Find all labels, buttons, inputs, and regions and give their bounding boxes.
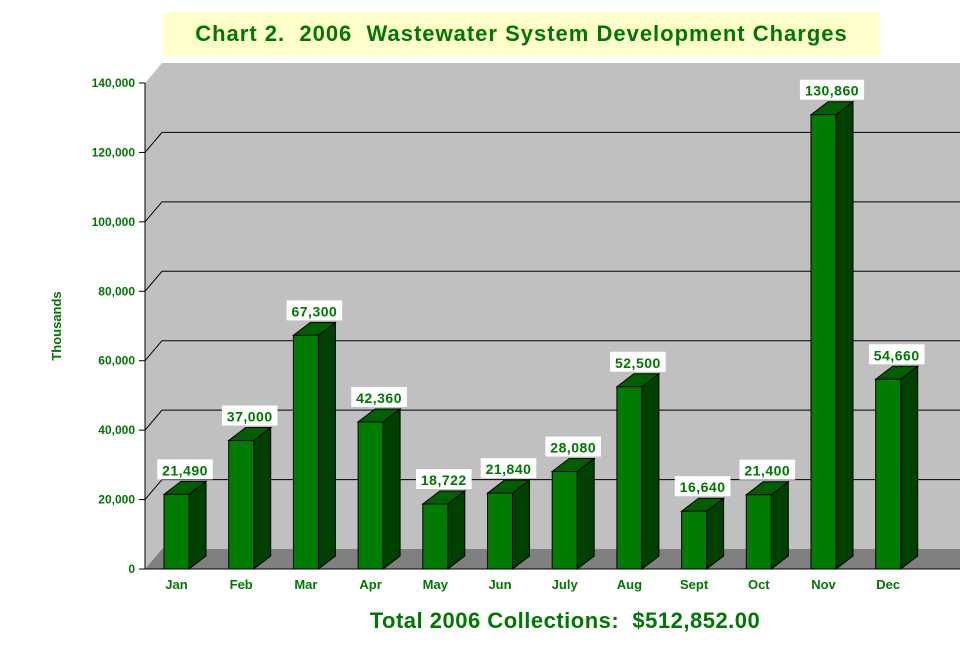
bar [357, 421, 384, 570]
data-label: 18,722 [421, 472, 467, 488]
bar [422, 503, 449, 570]
y-tick-label: 120,000 [92, 145, 136, 159]
data-label-bg [351, 386, 407, 407]
bar [681, 510, 708, 570]
x-tick-label: Jan [165, 577, 187, 592]
x-tick-label: Dec [876, 577, 900, 592]
bar [487, 492, 513, 570]
data-label: 21,490 [162, 462, 208, 478]
y-tick-label: 0 [128, 562, 135, 576]
x-tick-label: Oct [748, 577, 770, 592]
y-tick-label: 140,000 [92, 76, 136, 90]
data-label: 28,080 [550, 440, 596, 456]
data-label: 130,860 [805, 83, 859, 99]
x-tick-label: Feb [230, 577, 253, 592]
data-label: 67,300 [291, 303, 337, 319]
bar-side [447, 489, 466, 571]
data-label-bg [868, 344, 925, 365]
data-label-bg [221, 405, 278, 426]
bar-side [576, 457, 595, 571]
data-label-bg [739, 459, 796, 480]
bar-side [253, 426, 272, 571]
bar [616, 386, 643, 570]
data-label-bg [416, 469, 472, 490]
bar-side [382, 407, 401, 571]
data-label-bg [157, 459, 213, 480]
y-tick-label: 60,000 [98, 354, 135, 368]
x-tick-label: July [552, 577, 579, 592]
x-tick-label: Mar [294, 577, 317, 592]
y-tick-label: 80,000 [98, 284, 135, 298]
total-annotation: Total 2006 Collections: $512,852.00 [369, 608, 761, 633]
bar-side [835, 100, 854, 571]
gridline [144, 340, 960, 362]
bar [810, 114, 837, 570]
back-wall [145, 63, 960, 569]
x-tick-label: Nov [811, 577, 836, 592]
bar [875, 378, 902, 570]
bar-side [512, 479, 530, 571]
data-label-bg [674, 476, 731, 497]
y-tick-label: 40,000 [98, 423, 135, 437]
gridline [144, 201, 960, 223]
x-tick-label: Apr [359, 577, 381, 592]
data-label-bg [286, 300, 343, 321]
gridline [144, 409, 960, 431]
y-tick-label: 100,000 [92, 215, 136, 229]
data-label: 54,660 [874, 347, 920, 363]
data-label: 37,000 [227, 409, 273, 425]
bar [228, 440, 255, 570]
y-tick-label: 20,000 [98, 493, 135, 507]
bar [551, 471, 578, 570]
data-label: 21,400 [744, 463, 790, 479]
bar [163, 493, 190, 570]
bar [292, 334, 319, 570]
gridline [144, 131, 960, 153]
bar-side [317, 321, 336, 571]
chart-title: Chart 2. 2006 Wastewater System Developm… [163, 12, 880, 56]
bar-side [641, 372, 660, 571]
data-label-bg [545, 436, 601, 457]
x-tick-label: Aug [617, 577, 642, 592]
y-axis-label: Thousands [49, 291, 64, 360]
data-label-bg [480, 458, 537, 479]
data-label: 42,360 [356, 390, 402, 406]
data-label: 21,840 [486, 461, 532, 477]
x-tick-label: Jun [488, 577, 511, 592]
bar-side [770, 480, 789, 571]
x-tick-label: May [423, 577, 449, 592]
bar [745, 494, 772, 570]
gridline [144, 270, 960, 292]
data-label-bg [610, 351, 666, 372]
bar-side [188, 480, 207, 571]
data-label-bg [799, 79, 865, 100]
bar-side [900, 365, 919, 571]
data-label: 16,640 [680, 479, 726, 495]
data-label: 52,500 [615, 355, 661, 371]
x-tick-label: Sept [680, 577, 709, 592]
